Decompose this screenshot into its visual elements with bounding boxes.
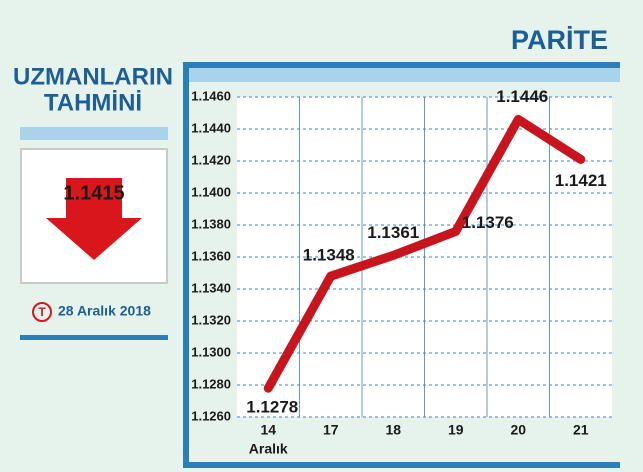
value-label: 1.1361 [367,223,419,242]
y-tick-label: 1.1380 [191,216,231,231]
forecast-date: 28 Aralık 2018 [58,303,151,319]
y-tick-label: 1.1300 [191,344,231,359]
y-tick-label: 1.1420 [191,152,231,167]
logo-letter: T [38,305,46,319]
y-tick-label: 1.1260 [191,408,231,423]
y-tick-label: 1.1400 [191,184,231,199]
header-band [183,68,620,82]
panel-heading: UZMANLARIN [13,63,173,90]
footer-bar [183,462,620,468]
value-label: 1.1446 [496,87,548,106]
value-label: 1.1348 [303,246,355,265]
x-tick-label: 14 [260,422,276,438]
x-tick-label: 18 [385,422,401,438]
y-tick-label: 1.1340 [191,280,231,295]
value-label: 1.1376 [462,213,514,232]
y-tick-label: 1.1280 [191,376,231,391]
x-sublabel: Aralık [249,441,288,457]
forecast-value: 1.1415 [63,182,124,204]
chart-title: PARİTE [511,25,608,55]
panel-bar [20,127,168,140]
x-tick-label: 20 [510,422,526,438]
y-tick-label: 1.1440 [191,120,231,135]
down-arrow [46,178,142,260]
panel-heading: TAHMİNİ [44,89,142,116]
y-tick-label: 1.1320 [191,312,231,327]
line-series [263,114,586,393]
x-tick-label: 21 [573,422,589,438]
y-tick-label: 1.1460 [191,88,231,103]
value-label: 1.1278 [246,398,298,417]
value-label: 1.1421 [555,171,607,190]
side-bar [183,62,189,465]
y-tick-label: 1.1360 [191,248,231,263]
x-tick-label: 19 [448,422,464,438]
header-bar [183,62,620,68]
logo [32,302,52,322]
x-tick-label: 17 [323,422,339,438]
panel-footer [20,335,168,340]
